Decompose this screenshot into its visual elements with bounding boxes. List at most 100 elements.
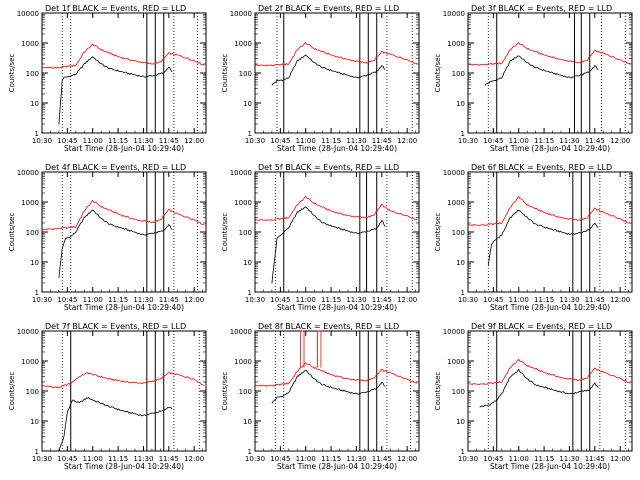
y-tick-label: 1: [461, 448, 465, 456]
x-axis-label: Start Time (28-Jun-04 10:29:40): [490, 144, 610, 153]
chart-title: Det 3f BLACK = Events, RED = LLD: [471, 4, 612, 13]
y-tick-label: 10000: [443, 169, 465, 177]
chart-panel-9: Det 9f BLACK = Events, RED = LLD 1 10 100 10…: [434, 322, 633, 471]
x-tick-label: 11:00: [509, 455, 529, 463]
chart-panel-7: Det 7f BLACK = Events, RED = LLD 1 10 100 10…: [8, 322, 207, 471]
x-tick-label: 10:45: [57, 296, 77, 304]
x-tick-label: 10:45: [270, 137, 290, 145]
y-tick-label: 10: [30, 259, 39, 267]
plot-frame: [41, 171, 207, 293]
y-tick-label: 1000: [447, 40, 465, 48]
x-tick-label: 10:45: [483, 455, 503, 463]
x-tick-label: 11:00: [296, 296, 316, 304]
plot-frame: [254, 171, 420, 293]
x-tick-label: 11:15: [108, 455, 128, 463]
y-tick-label: 1: [461, 130, 465, 138]
x-axis-label: Start Time (28-Jun-04 10:29:40): [277, 462, 397, 471]
x-axis-label: Start Time (28-Jun-04 10:29:40): [64, 462, 184, 471]
y-axis-label: Counts/sec: [434, 372, 442, 411]
events-series-line: [58, 56, 173, 125]
lld-series-line: [41, 371, 205, 389]
x-tick-label: 11:30: [346, 137, 366, 145]
chart-panel-1: Det 1f BLACK = Events, RED = LLD 1 10 100 10…: [8, 4, 207, 153]
x-tick-label: 10:30: [32, 296, 52, 304]
plot-frame: [254, 330, 420, 452]
x-tick-label: 11:00: [509, 296, 529, 304]
y-tick-label: 10000: [230, 10, 252, 18]
x-tick-label: 11:30: [559, 137, 579, 145]
y-tick-label: 10000: [17, 10, 39, 18]
x-tick-label: 11:45: [372, 137, 392, 145]
x-tick-label: 11:45: [372, 455, 392, 463]
x-tick-label: 10:45: [483, 296, 503, 304]
plot-frame: [254, 12, 420, 134]
lld-series-line: [467, 358, 631, 386]
x-tick-label: 10:30: [245, 137, 265, 145]
y-tick-label: 1: [461, 289, 465, 297]
y-tick-label: 1000: [21, 199, 39, 207]
x-axis-label: Start Time (28-Jun-04 10:29:40): [277, 144, 397, 153]
x-tick-label: 11:00: [509, 137, 529, 145]
x-tick-label: 11:00: [296, 455, 316, 463]
x-tick-label: 10:45: [270, 296, 290, 304]
y-tick-label: 10: [456, 259, 465, 267]
x-tick-label: 10:30: [32, 137, 52, 145]
chart-panel-5: Det 5f BLACK = Events, RED = LLD 1 10 100 10…: [221, 163, 420, 312]
y-tick-label: 1: [35, 289, 39, 297]
y-axis-label: Counts/sec: [8, 372, 16, 411]
x-axis-label: Start Time (28-Jun-04 10:29:40): [64, 144, 184, 153]
x-tick-label: 10:45: [483, 137, 503, 145]
y-tick-label: 1: [248, 289, 252, 297]
x-tick-label: 12:00: [397, 455, 417, 463]
y-tick-label: 10: [243, 259, 252, 267]
x-tick-label: 11:45: [159, 296, 179, 304]
y-tick-label: 1000: [21, 358, 39, 366]
x-tick-label: 11:15: [534, 296, 554, 304]
y-tick-label: 100: [239, 229, 252, 237]
x-tick-label: 11:30: [133, 137, 153, 145]
chart-panel-6: Det 6f BLACK = Events, RED = LLD 1 10 100 10…: [434, 163, 633, 312]
y-axis-label: Counts/sec: [221, 54, 229, 93]
y-tick-label: 10: [243, 418, 252, 426]
x-tick-label: 11:45: [159, 137, 179, 145]
chart-panel-2: Det 2f BLACK = Events, RED = LLD 1 10 100 10…: [221, 4, 420, 153]
x-tick-label: 11:30: [346, 455, 366, 463]
events-series-line: [58, 396, 173, 452]
y-tick-label: 100: [26, 388, 39, 396]
y-tick-label: 10: [456, 100, 465, 108]
chart-title: Det 6f BLACK = Events, RED = LLD: [471, 163, 612, 172]
chart-title: Det 1f BLACK = Events, RED = LLD: [45, 4, 186, 13]
events-series-line: [484, 55, 599, 86]
y-axis-label: Counts/sec: [8, 213, 16, 252]
x-axis-label: Start Time (28-Jun-04 10:29:40): [277, 303, 397, 312]
x-tick-label: 10:30: [32, 455, 52, 463]
lld-series-line: [254, 362, 418, 387]
lld-series-line: [467, 42, 631, 66]
y-tick-label: 100: [26, 229, 39, 237]
x-tick-label: 11:15: [534, 137, 554, 145]
y-tick-label: 10: [30, 100, 39, 108]
x-tick-label: 12:00: [397, 296, 417, 304]
y-tick-label: 1000: [234, 199, 252, 207]
y-axis-label: Counts/sec: [221, 213, 229, 252]
x-tick-label: 12:00: [610, 137, 630, 145]
y-tick-label: 1000: [21, 40, 39, 48]
x-tick-label: 11:00: [83, 296, 103, 304]
y-axis-label: Counts/sec: [8, 54, 16, 93]
y-tick-label: 100: [452, 229, 465, 237]
chart-title: Det 9f BLACK = Events, RED = LLD: [471, 322, 612, 331]
chart-panel-4: Det 4f BLACK = Events, RED = LLD 1 10 100 10…: [8, 163, 207, 312]
x-tick-label: 11:00: [83, 455, 103, 463]
lld-series-line: [41, 43, 205, 69]
lld-series-line: [254, 42, 418, 67]
chart-title: Det 5f BLACK = Events, RED = LLD: [258, 163, 399, 172]
x-tick-label: 12:00: [184, 296, 204, 304]
x-tick-label: 11:15: [321, 137, 341, 145]
y-axis-label: Counts/sec: [434, 54, 442, 93]
chart-title: Det 4f BLACK = Events, RED = LLD: [45, 163, 186, 172]
x-tick-label: 11:00: [296, 137, 316, 145]
y-tick-label: 100: [239, 388, 252, 396]
x-tick-label: 11:15: [534, 455, 554, 463]
x-tick-label: 12:00: [610, 455, 630, 463]
